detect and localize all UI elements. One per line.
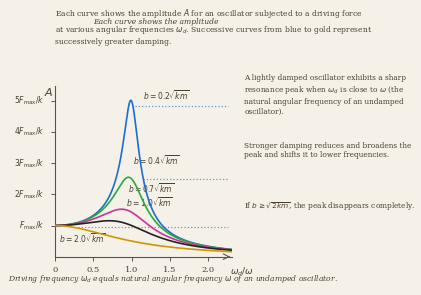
Text: Each curve shows the amplitude: Each curve shows the amplitude	[93, 18, 221, 26]
Text: If $b \geq \sqrt{2km}$, the peak disappears completely.: If $b \geq \sqrt{2km}$, the peak disappe…	[244, 201, 416, 213]
Text: $b = 1.0\sqrt{km}$: $b = 1.0\sqrt{km}$	[126, 195, 173, 209]
Text: Stronger damping reduces and broadens the
peak and shifts it to lower frequencie: Stronger damping reduces and broadens th…	[244, 142, 412, 159]
Text: A lightly damped oscillator exhibits a sharp
resonance peak when $\omega_d$ is c: A lightly damped oscillator exhibits a s…	[244, 74, 406, 116]
Text: $2F_{\rm max}/k$: $2F_{\rm max}/k$	[14, 188, 45, 201]
Text: $b = 0.2\sqrt{km}$: $b = 0.2\sqrt{km}$	[143, 88, 189, 101]
Text: $\omega_d/\omega$: $\omega_d/\omega$	[230, 266, 254, 278]
Text: $3F_{\rm max}/k$: $3F_{\rm max}/k$	[14, 157, 45, 170]
Text: $b = 2.0\sqrt{km}$: $b = 2.0\sqrt{km}$	[59, 231, 105, 245]
Text: Each curve shows the amplitude $A$ for an oscillator subjected to a driving forc: Each curve shows the amplitude $A$ for a…	[55, 7, 372, 46]
Text: $5F_{\rm max}/k$: $5F_{\rm max}/k$	[14, 95, 45, 107]
Text: $F_{\rm max}/k$: $F_{\rm max}/k$	[19, 219, 45, 232]
Text: $4F_{\rm max}/k$: $4F_{\rm max}/k$	[14, 126, 45, 138]
Text: $b = 0.7\sqrt{km}$: $b = 0.7\sqrt{km}$	[128, 181, 174, 195]
Text: $b = 0.4\sqrt{km}$: $b = 0.4\sqrt{km}$	[133, 153, 180, 167]
Text: Driving frequency $\omega_d$ equals natural angular frequency $\omega$ of an und: Driving frequency $\omega_d$ equals natu…	[8, 273, 338, 285]
Text: $A$: $A$	[44, 86, 53, 98]
